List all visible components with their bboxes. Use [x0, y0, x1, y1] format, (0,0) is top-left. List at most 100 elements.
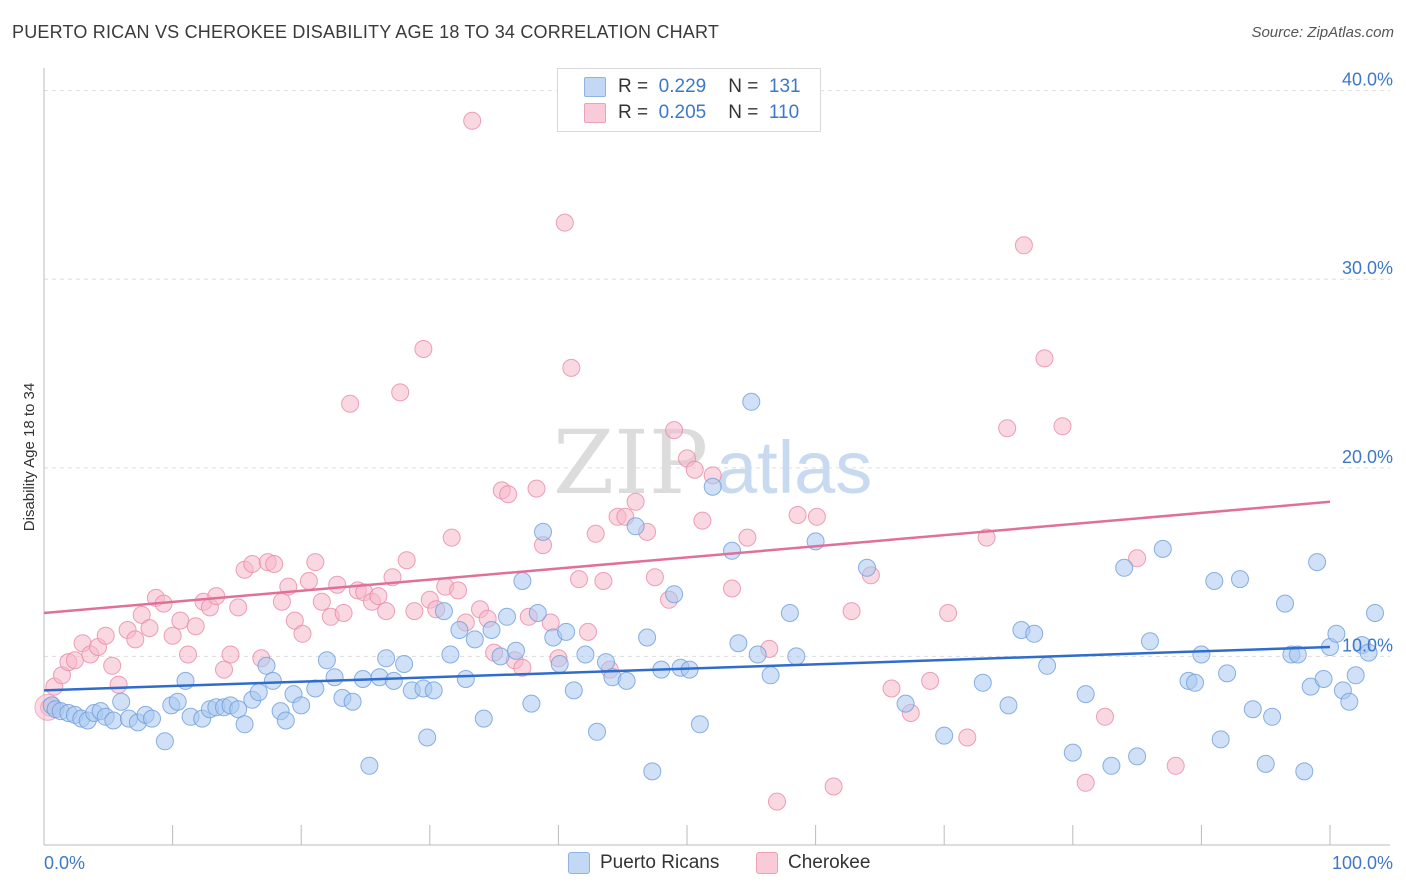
puerto-ricans-point [665, 585, 684, 604]
puerto-ricans-point [1218, 664, 1237, 683]
y-tick-label: 20.0% [1342, 447, 1393, 467]
x-tick-label: 0.0% [44, 853, 85, 873]
puerto-ricans-point [360, 756, 379, 775]
puerto-ricans-point [617, 671, 636, 690]
puerto-ricans-point [1192, 645, 1211, 664]
cherokee-point [299, 572, 318, 590]
x-ticks [43, 825, 1331, 845]
cherokee-point [768, 792, 786, 811]
puerto-ricans-point [424, 681, 443, 700]
puerto-ricans-point [498, 607, 516, 626]
watermark-atlas: atlas [716, 426, 872, 509]
puerto-ricans-point [1025, 624, 1044, 643]
x-tick-labels: 0.0% 100.0% [44, 853, 1393, 873]
puerto-ricans-point [1288, 645, 1307, 664]
puerto-ricans-point [742, 392, 761, 411]
cherokee-point [405, 602, 424, 621]
puerto-ricans-point [748, 645, 767, 664]
puerto-ricans-point [1295, 762, 1314, 781]
cherokee-point [1014, 236, 1033, 255]
puerto-ricans-point [456, 670, 475, 688]
cherokee-trend-line [43, 500, 1331, 615]
x-tick-label: 100.0% [1332, 853, 1393, 873]
cherokee-point [463, 111, 482, 130]
cherokee-point [179, 645, 197, 664]
puerto-ricans-point [1141, 632, 1159, 651]
legend-item-cherokee[interactable]: Cherokee [756, 852, 870, 874]
puerto-ricans-point [557, 622, 576, 641]
legend-r-value: 0.229 [658, 76, 707, 97]
cherokee-point [882, 679, 901, 698]
legend-n-label: N = [728, 76, 759, 97]
cherokee-point [693, 511, 712, 530]
puerto-ricans-trend-line [43, 645, 1331, 692]
cherokee-point [449, 581, 468, 600]
legend-swatch-pink [756, 852, 778, 874]
puerto-ricans-point [973, 673, 992, 692]
cherokee-point [1096, 707, 1114, 726]
cherokee-point [555, 213, 574, 232]
legend-n-label: N = [728, 102, 759, 123]
cherokee-point [140, 619, 159, 638]
cherokee-point [685, 460, 704, 479]
cherokee-point [842, 602, 861, 621]
puerto-ricans-point [1076, 685, 1095, 704]
puerto-ricans-point [643, 762, 662, 781]
legend-n-value: 131 [768, 76, 801, 97]
puerto-ricans-point [317, 651, 336, 670]
puerto-ricans-point [690, 715, 709, 734]
puerto-ricans-point [1366, 604, 1384, 622]
cherokee-point [1053, 417, 1072, 436]
cherokee-point [293, 624, 312, 643]
cherokee-point [391, 383, 410, 402]
legend-row-cherokee: R = 0.205 N = 110 [584, 101, 799, 125]
puerto-ricans-point [723, 541, 741, 560]
puerto-ricans-point [441, 645, 460, 664]
puerto-ricans-point [638, 628, 657, 647]
legend-r-label: R = [618, 76, 649, 97]
puerto-ricans-point [550, 655, 569, 673]
cherokee-point [306, 553, 325, 572]
legend-r-label: R = [618, 102, 649, 123]
puerto-ricans-point [395, 655, 414, 673]
puerto-ricans-point [507, 641, 525, 660]
cherokee-point [594, 572, 613, 590]
series-puerto-ricans [42, 392, 1384, 781]
puerto-ricans-point [465, 630, 484, 649]
puerto-ricans-point [626, 517, 645, 536]
legend-swatch-blue [584, 77, 606, 97]
puerto-ricans-point [143, 709, 161, 728]
puerto-ricans-point [1359, 643, 1378, 662]
cherokee-point [562, 358, 581, 377]
legend-row-puerto-ricans: R = 0.229 N = 131 [584, 75, 801, 99]
y-tick-label: 10.0% [1342, 635, 1393, 655]
puerto-ricans-point [343, 692, 362, 711]
y-tick-label: 30.0% [1342, 258, 1393, 278]
puerto-ricans-point [474, 709, 493, 728]
chart-title: PUERTO RICAN VS CHEROKEE DISABILITY AGE … [12, 22, 720, 42]
cherokee-point [513, 658, 532, 677]
cherokee-point [586, 524, 605, 543]
puerto-ricans-point [729, 634, 748, 653]
puerto-ricans-point [935, 726, 954, 745]
puerto-ricans-point [528, 604, 547, 622]
cherokee-point [579, 622, 597, 641]
cherokee-point [977, 528, 996, 547]
puerto-ricans-point [1243, 700, 1262, 719]
puerto-ricans-point [377, 649, 396, 668]
trend-lines [43, 500, 1331, 692]
cherokee-point [665, 421, 684, 440]
puerto-ricans-point [325, 668, 344, 687]
puerto-ricans-point [787, 647, 806, 666]
cherokee-point [109, 675, 128, 694]
legend-label: Cherokee [788, 852, 871, 873]
cherokee-point [645, 568, 664, 587]
cherokee-point [96, 626, 115, 645]
legend-n-value: 110 [768, 102, 800, 123]
legend-item-puerto-ricans[interactable]: Puerto Ricans [568, 852, 719, 874]
cherokee-point [397, 551, 416, 570]
y-tick-label: 40.0% [1342, 70, 1393, 90]
stats-legend: R = 0.229 N = 131 R = 0.205 N = 110 [557, 68, 821, 132]
cherokee-point [570, 570, 588, 589]
cherokee-point [207, 587, 226, 606]
